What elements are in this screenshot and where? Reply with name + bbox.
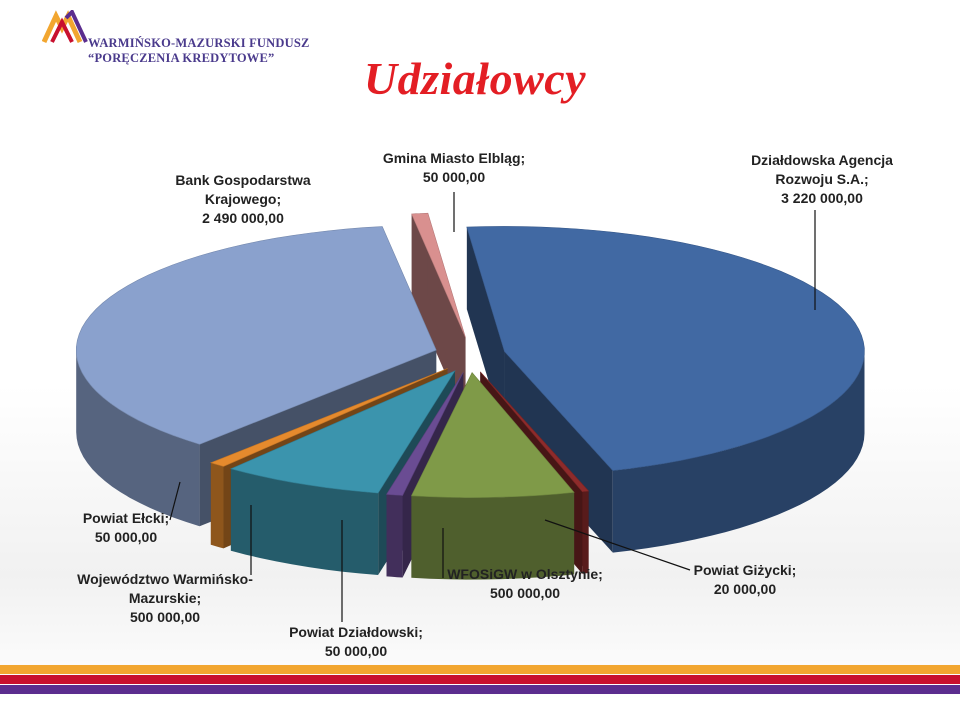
pie-slice-5-rim <box>230 468 379 575</box>
leader-lines <box>169 192 816 622</box>
pie-slice-8-top <box>411 212 466 338</box>
pie-slice-3 <box>410 372 575 580</box>
data-labels: Działdowska Agencja Rozwoju S.A.; 3 220 00… <box>77 150 893 659</box>
pie-slice-8 <box>411 212 466 420</box>
pie-slice-1-rim <box>612 351 865 553</box>
data-label-8-line: Gmina Miasto Elbląg; <box>383 150 525 166</box>
data-label-6-line: Powiat Ełcki; <box>83 510 169 526</box>
pie-slice-3-rim <box>411 492 575 580</box>
footer-stripe-red <box>0 675 960 684</box>
data-label-8: Gmina Miasto Elbląg; 50 000,00 <box>383 150 525 185</box>
logo: WARMIŃSKO-MAZURSKI FUNDUSZ “PORĘCZENIA K… <box>42 10 309 70</box>
pie-slices <box>76 212 865 580</box>
page-title: Udziałowcy <box>363 53 587 104</box>
data-label-5-line: 500 000,00 <box>130 609 200 625</box>
data-label-7-line: Krajowego; <box>205 191 281 207</box>
pie-slice-2-rim <box>582 491 589 574</box>
data-label-4-line: Powiat Działdowski; <box>289 624 423 640</box>
data-label-5-line: Województwo Warmińsko- <box>77 571 253 587</box>
data-label-3: WFOSiGW w Olsztynie; 500 000,00 <box>447 566 603 601</box>
data-label-8-line: 50 000,00 <box>423 169 485 185</box>
footer-stripe-purple <box>0 685 960 694</box>
data-label-5-line: Mazurskie; <box>129 590 201 606</box>
data-label-4: Powiat Działdowski; 50 000,00 <box>289 624 423 659</box>
data-label-3-line: 500 000,00 <box>490 585 560 601</box>
data-label-4-line: 50 000,00 <box>325 643 387 659</box>
pie-slice-7-rim <box>76 350 200 527</box>
data-label-1: Działdowska Agencja Rozwoju S.A.; 3 220 00… <box>751 152 893 206</box>
footer-stripe-orange <box>0 665 960 674</box>
pie-slice-2-top <box>480 371 590 493</box>
pie-slice-6-rim <box>210 462 224 549</box>
data-label-1-line: 3 220 000,00 <box>781 190 863 206</box>
data-label-2: Powiat Giżycki; 20 000,00 <box>694 562 797 597</box>
data-label-7-line: Bank Gospodarstwa <box>175 172 311 188</box>
logo-line2: “PORĘCZENIA KREDYTOWE” <box>88 51 275 65</box>
logo-line1: WARMIŃSKO-MAZURSKI FUNDUSZ <box>88 36 310 50</box>
pie-slice-3-top <box>410 372 575 498</box>
data-label-7-line: 2 490 000,00 <box>202 210 284 226</box>
pie-slice-1-side <box>466 227 505 434</box>
data-label-3-line: WFOSiGW w Olsztynie; <box>447 566 603 582</box>
leader-line-6 <box>169 481 181 521</box>
data-label-1-line: Rozwoju S.A.; <box>775 171 868 187</box>
pie-slice-1-top <box>466 226 865 471</box>
pie-slice-4-rim <box>386 494 403 578</box>
data-label-2-line: 20 000,00 <box>714 581 776 597</box>
logo-mark-icon <box>42 10 88 44</box>
data-label-2-line: Powiat Giżycki; <box>694 562 797 578</box>
data-label-7: Bank Gospodarstwa Krajowego; 2 490 000,00 <box>175 172 311 226</box>
pie-slice-5-top <box>229 370 456 494</box>
data-label-1-line: Działdowska Agencja <box>751 152 893 168</box>
pie-slice-7-top <box>76 226 437 445</box>
leader-line-2 <box>544 519 691 571</box>
pie-slice-6-top <box>210 368 448 467</box>
data-label-6-line: 50 000,00 <box>95 529 157 545</box>
pie-slice-4-top <box>385 372 464 496</box>
data-label-5: Województwo Warmińsko- Mazurskie; 500 000,… <box>77 571 253 625</box>
data-label-6: Powiat Ełcki; 50 000,00 <box>83 510 169 545</box>
